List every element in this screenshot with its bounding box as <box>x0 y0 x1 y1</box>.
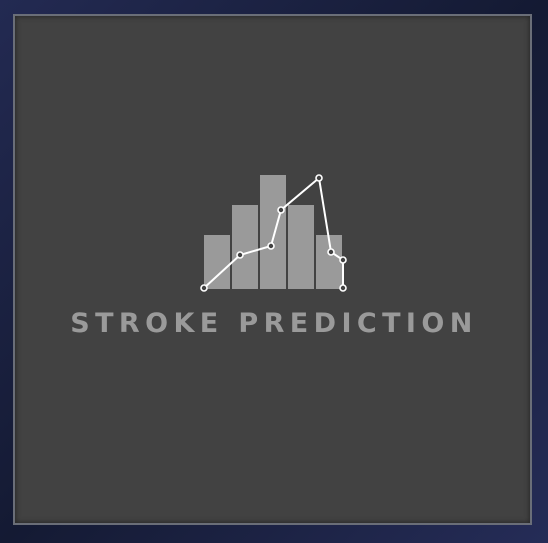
logo-data-point <box>339 256 347 264</box>
logo-data-point <box>277 206 285 214</box>
logo-bar <box>288 205 314 289</box>
logo-wordmark: STROKE PREDICTION <box>70 308 478 339</box>
logo-bar <box>204 235 230 289</box>
logo-data-point <box>339 284 347 292</box>
bar-line-chart-icon <box>200 174 347 292</box>
logo-data-point <box>236 251 244 259</box>
logo-bar <box>232 205 258 289</box>
logo-data-point <box>327 248 335 256</box>
logo-data-point <box>267 242 275 250</box>
logo-data-point <box>315 174 323 182</box>
logo-data-point <box>200 284 208 292</box>
logo-bar <box>260 175 286 289</box>
